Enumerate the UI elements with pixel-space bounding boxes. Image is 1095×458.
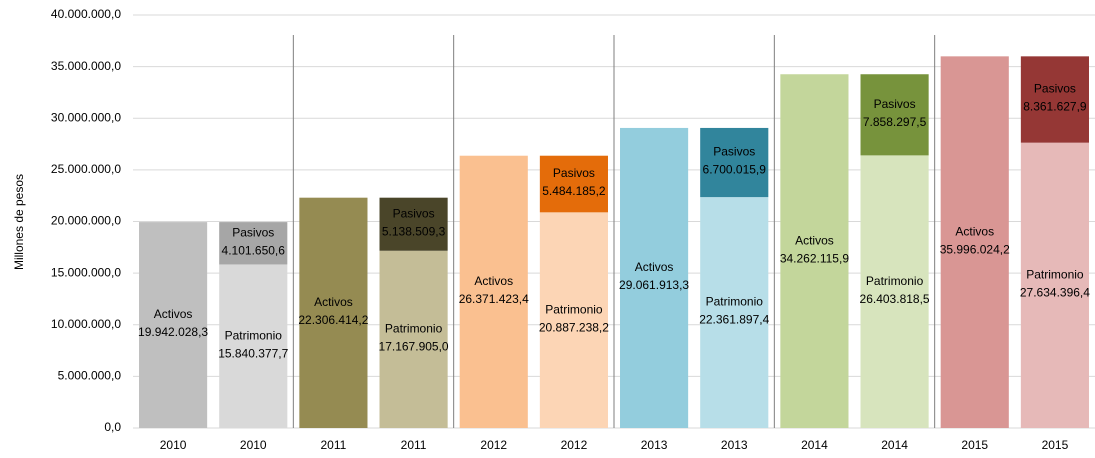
y-tick-label: 30.000.000,0 <box>51 110 121 124</box>
bar <box>379 197 448 251</box>
bar-value-label: 34.262.115,9 <box>780 251 850 265</box>
bar-series-label: Patrimonio <box>706 295 764 309</box>
bar <box>539 155 608 213</box>
bar-series-label: Patrimonio <box>225 328 283 342</box>
x-tick-label: 2011 <box>321 438 347 452</box>
bar-series-label: Patrimonio <box>385 322 443 336</box>
y-tick-label: 0,0 <box>104 420 121 434</box>
bar <box>459 155 528 428</box>
bar-value-label: 29.061.913,3 <box>619 278 689 292</box>
bar-value-label: 17.167.905,0 <box>379 340 449 354</box>
bar <box>219 222 288 265</box>
y-tick-label: 10.000.000,0 <box>51 317 121 331</box>
x-tick-label: 2015 <box>1042 438 1069 452</box>
y-tick-label: 35.000.000,0 <box>51 59 121 73</box>
x-tick-label: 2013 <box>721 438 748 452</box>
x-tick-label: 2012 <box>561 438 588 452</box>
bar-value-label: 26.403.818,5 <box>860 292 930 306</box>
bar <box>219 264 288 428</box>
bar-series-label: Pasivos <box>1034 82 1076 96</box>
x-tick-label: 2014 <box>881 438 908 452</box>
y-tick-label: 20.000.000,0 <box>51 214 121 228</box>
bar-value-label: 22.361.897,4 <box>699 313 769 327</box>
bar <box>379 250 448 428</box>
bar-value-label: 20.887.238,2 <box>539 320 609 334</box>
bar-value-label: 27.634.396,4 <box>1020 286 1090 300</box>
bar-value-label: 22.306.414,2 <box>298 313 368 327</box>
x-tick-label: 2010 <box>160 438 187 452</box>
bar-series-label: Pasivos <box>393 206 435 220</box>
y-axis-label: Millones de pesos <box>12 174 26 270</box>
bar-value-label: 35.996.024,2 <box>940 242 1010 256</box>
bar <box>539 212 608 428</box>
bar-series-label: Patrimonio <box>1026 268 1084 282</box>
bar <box>620 127 689 429</box>
bar-value-label: 5.138.509,3 <box>382 224 446 238</box>
bar-value-label: 5.484.185,2 <box>542 184 606 198</box>
bar-value-label: 4.101.650,6 <box>222 243 286 257</box>
x-tick-label: 2014 <box>801 438 828 452</box>
bar-value-label: 7.858.297,5 <box>863 115 927 129</box>
bar <box>700 197 769 428</box>
y-tick-label: 25.000.000,0 <box>51 162 121 176</box>
bar <box>780 74 849 428</box>
bar-value-label: 19.942.028,3 <box>138 325 208 339</box>
bar-series-label: Patrimonio <box>866 274 924 288</box>
y-tick-label: 40.000.000,0 <box>51 7 121 21</box>
bar <box>1020 56 1089 143</box>
x-tick-label: 2015 <box>961 438 988 452</box>
bar <box>700 127 769 198</box>
bar-series-label: Activos <box>795 233 834 247</box>
bar-series-label: Pasivos <box>553 166 595 180</box>
bar-series-label: Patrimonio <box>545 302 603 316</box>
bar <box>139 222 208 428</box>
bar <box>940 56 1009 428</box>
bar-value-label: 8.361.627,9 <box>1023 100 1087 114</box>
bar <box>1020 142 1089 428</box>
x-tick-label: 2011 <box>401 438 427 452</box>
bar-series-label: Activos <box>955 224 994 238</box>
bar-series-label: Activos <box>154 307 193 321</box>
bar-series-label: Pasivos <box>232 225 274 239</box>
bar-series-label: Activos <box>474 274 513 288</box>
x-tick-label: 2012 <box>480 438 507 452</box>
bar-series-label: Activos <box>314 295 353 309</box>
y-tick-label: 15.000.000,0 <box>51 265 121 279</box>
bar-series-label: Activos <box>635 260 674 274</box>
bar-series-label: Pasivos <box>874 97 916 111</box>
bar <box>299 197 368 428</box>
x-tick-label: 2013 <box>641 438 668 452</box>
bar-series-label: Pasivos <box>713 145 755 159</box>
bar <box>860 74 929 156</box>
bar-value-label: 26.371.423,4 <box>459 292 529 306</box>
x-tick-label: 2010 <box>240 438 267 452</box>
bar-value-label: 15.840.377,7 <box>218 346 288 360</box>
y-tick-label: 5.000.000,0 <box>58 369 122 383</box>
bar <box>860 155 929 429</box>
bar-value-label: 6.700.015,9 <box>703 163 767 177</box>
